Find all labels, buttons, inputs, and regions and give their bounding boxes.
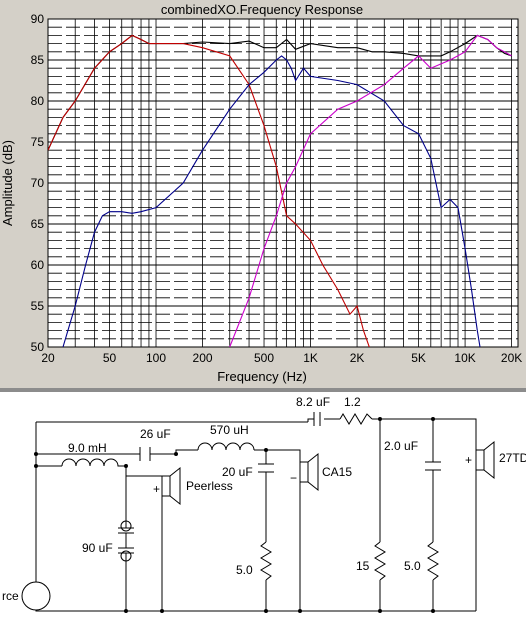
y-tick-label: 55: [31, 299, 45, 313]
resistor-1-2-label: 1.2: [344, 395, 361, 409]
y-tick-labels: 50 55 60 65 70 75 80 85 90: [31, 12, 45, 354]
series-line-2: [48, 34, 370, 347]
speaker-ca15-polarity: −: [290, 471, 297, 485]
capacitor-2uf-label: 2.0 uF: [384, 439, 418, 453]
series-line-4: [229, 34, 512, 347]
speaker-ca15-label: CA15: [322, 465, 352, 479]
source-icon: [21, 581, 51, 611]
x-tick-label: 50: [103, 351, 117, 365]
resistor-1-2-icon: [339, 413, 373, 425]
inductor-9mh-icon: [61, 458, 120, 467]
capacitor-20uf-label: 20 uF: [222, 465, 253, 479]
x-tick-label: 1K: [303, 351, 318, 365]
panel-divider: [0, 388, 526, 392]
resistor-5-0-mid-icon: [260, 541, 272, 581]
speaker-peerless-label: Peerless: [186, 479, 233, 493]
x-tick-label: 20: [41, 351, 55, 365]
source-label: rce: [2, 589, 19, 603]
y-axis-title: Amplitude (dB): [0, 140, 15, 226]
wire-tweeter-branch: [307, 418, 477, 542]
y-tick-label: 85: [31, 53, 45, 67]
frequency-response-panel: combinedXO.Frequency Response 20 50 100 200…: [0, 2, 523, 384]
speaker-27td-label: 27TD: [499, 451, 526, 465]
inductor-570uh-icon: [197, 442, 258, 451]
resistor-5-0-tw-icon: [427, 541, 439, 581]
frequency-response-chart: combinedXO.Frequency Response 20 50 100 200…: [0, 2, 522, 384]
y-tick-label: 75: [31, 135, 45, 149]
inductor-9mh-label: 9.0 mH: [68, 441, 107, 455]
x-tick-label: 200: [193, 351, 213, 365]
x-tick-label: 5K: [411, 351, 426, 365]
resistor-5-0-tw-label: 5.0: [404, 559, 421, 573]
resistor-15-label: 15: [356, 559, 370, 573]
junction-dots: [34, 417, 435, 613]
y-tick-label: 70: [31, 176, 45, 190]
x-tick-label: 10K: [454, 351, 475, 365]
y-tick-label: 90: [31, 12, 45, 26]
resistor-5-0-mid-label: 5.0: [236, 563, 253, 577]
crossover-schematic-panel: rce 8.2 uF 1.2 26 uF 570 uH 9.0 mH 20 uF…: [0, 392, 526, 622]
x-tick-label: 2K: [350, 351, 365, 365]
x-tick-label: 20K: [501, 351, 522, 365]
capacitor-90uf-label: 90 uF: [82, 541, 113, 555]
y-tick-label: 50: [31, 340, 45, 354]
capacitor-26uf-label: 26 uF: [140, 427, 171, 441]
y-tick-label: 80: [31, 94, 45, 108]
speaker-27td-icon: [475, 440, 495, 480]
capacitor-90uf-icon: [118, 520, 134, 564]
x-tick-labels: 20 50 100 200 500 1K 2K 5K 10K 20K: [41, 351, 522, 365]
y-tick-label: 65: [31, 217, 45, 231]
y-tick-label: 60: [31, 258, 45, 272]
x-tick-label: 500: [254, 351, 274, 365]
capacitor-8-2uf-label: 8.2 uF: [296, 395, 330, 409]
resistor-15-icon: [374, 541, 386, 581]
x-axis-title: Frequency (Hz): [217, 369, 307, 384]
speaker-ca15-icon: [299, 452, 319, 492]
x-tick-label: 100: [146, 351, 166, 365]
wire-woofer-branch: [120, 465, 163, 611]
wire-mid-branch: [150, 449, 301, 542]
series-layer: [48, 34, 512, 347]
chart-title: combinedXO.Frequency Response: [161, 2, 363, 17]
speaker-peerless-icon: [161, 466, 181, 506]
speaker-peerless-polarity: +: [153, 482, 160, 496]
inductor-570uh-label: 570 uH: [210, 423, 249, 437]
wire-returns: [35, 470, 477, 611]
speaker-27td-polarity: +: [465, 453, 472, 467]
series-line-3: [62, 55, 481, 347]
crossover-schematic: rce 8.2 uF 1.2 26 uF 570 uH 9.0 mH 20 uF…: [2, 395, 526, 613]
